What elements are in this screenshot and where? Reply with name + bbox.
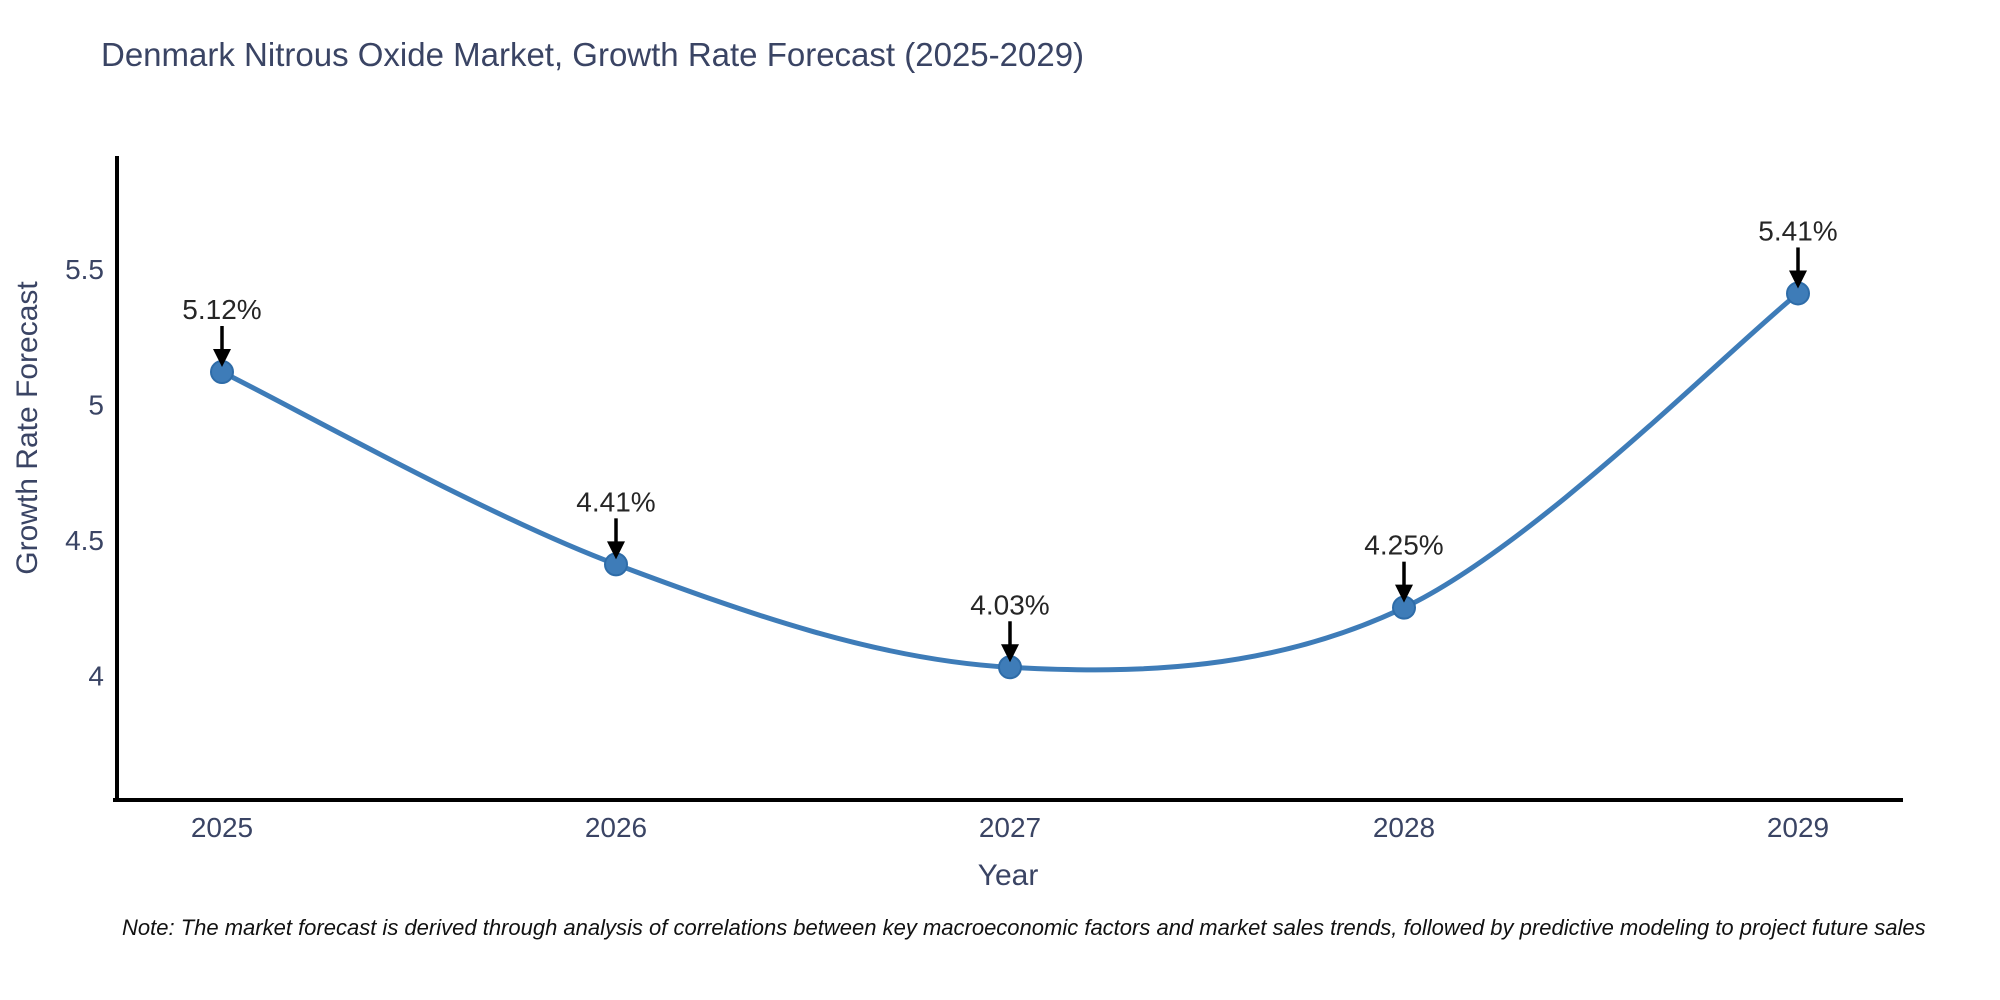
y-tick-label: 4.5 [65, 525, 104, 556]
x-tick-label: 2027 [979, 812, 1041, 843]
x-axis-title: Year [977, 859, 1039, 892]
y-tick-label: 5 [88, 390, 104, 421]
point-annotation-label: 4.25% [1364, 530, 1443, 561]
point-annotation-label: 5.12% [182, 294, 261, 325]
x-tick-label: 2025 [191, 812, 253, 843]
chart-title: Denmark Nitrous Oxide Market, Growth Rat… [101, 36, 1085, 73]
point-annotation-label: 5.41% [1758, 215, 1837, 246]
annotation-arrowhead [1001, 644, 1019, 663]
x-tick-label: 2029 [1767, 812, 1829, 843]
annotation-arrowhead [213, 349, 231, 367]
annotation-arrowhead [1789, 270, 1807, 289]
x-tick-label: 2026 [585, 812, 647, 843]
y-tick-label: 5.5 [65, 254, 104, 285]
point-annotation-label: 4.41% [576, 486, 655, 517]
point-annotation-label: 4.03% [970, 589, 1049, 620]
y-axis-title: Growth Rate Forecast [11, 281, 44, 575]
annotation-arrowhead [607, 541, 625, 560]
y-tick-label: 4 [88, 660, 104, 691]
annotation-arrowhead [1395, 584, 1413, 603]
x-tick-label: 2028 [1373, 812, 1435, 843]
footnote: Note: The market forecast is derived thr… [122, 915, 1926, 940]
